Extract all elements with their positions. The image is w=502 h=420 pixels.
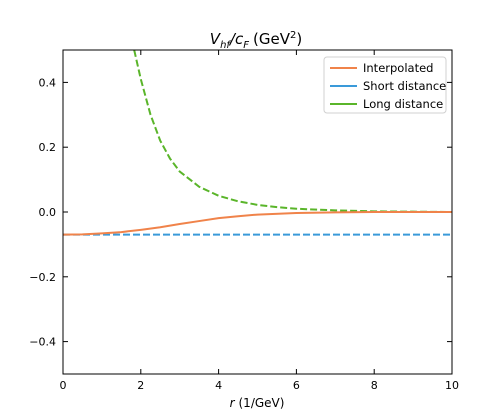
x-tick-label: 10: [445, 379, 459, 392]
x-tick-label: 4: [215, 379, 222, 392]
legend-label: Interpolated: [363, 61, 433, 75]
series-line-interpolated: [63, 211, 452, 236]
x-tick-label: 6: [293, 379, 300, 392]
x-tick-label: 8: [371, 379, 378, 392]
x-tick-label: 2: [137, 379, 144, 392]
y-tick-label: 0.0: [39, 206, 57, 219]
series-line-long-distance: [133, 50, 452, 213]
chart-title: Vhf/cF (GeV2): [210, 30, 302, 51]
y-tick-label: −0.2: [29, 271, 56, 284]
plot-frame: [62, 49, 453, 375]
legend-label: Short distance: [363, 79, 446, 93]
x-tick-label: 0: [60, 379, 67, 392]
y-tick-label: 0.4: [39, 76, 57, 89]
x-axis-label: r (1/GeV): [230, 396, 285, 410]
legend: Interpolated Short distance Long distance: [323, 56, 447, 114]
legend-label: Long distance: [363, 97, 443, 111]
y-tick-label: 0.2: [39, 141, 57, 154]
y-tick-label: −0.4: [29, 336, 56, 349]
